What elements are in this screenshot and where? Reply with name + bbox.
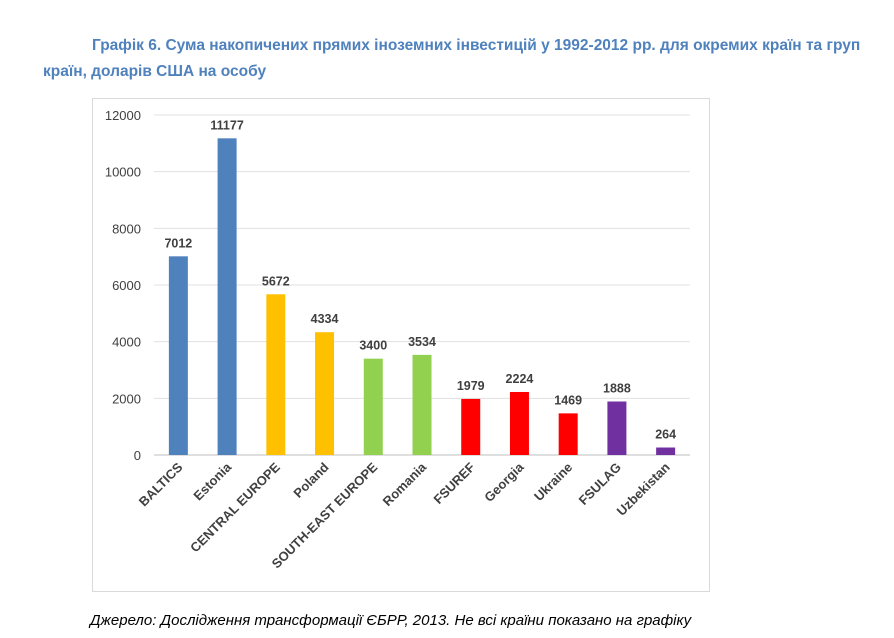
bar (363, 358, 383, 455)
data-label: 2224 (506, 372, 534, 386)
data-label: 3400 (359, 339, 387, 353)
category-label: Estonia (190, 459, 234, 503)
y-tick-label: 2000 (112, 391, 141, 406)
category-label: FSUREF (430, 459, 477, 506)
category-label: Georgia (481, 459, 527, 505)
bar (412, 354, 432, 455)
y-tick-label: 12000 (105, 108, 141, 123)
bar (607, 401, 627, 455)
category-label: CENTRAL EUROPE (187, 459, 283, 555)
data-label: 5672 (262, 274, 290, 288)
bar (558, 413, 578, 455)
data-label: 3534 (408, 335, 436, 349)
category-label: BALTICS (136, 459, 186, 509)
chart-area (92, 98, 710, 592)
data-label: 264 (655, 428, 676, 442)
bar (168, 256, 188, 455)
y-tick-label: 0 (134, 448, 141, 463)
data-label: 1979 (457, 379, 485, 393)
category-label: Ukraine (531, 460, 575, 504)
category-label: Romania (380, 459, 430, 509)
y-tick-label: 8000 (112, 221, 141, 236)
data-label: 1469 (554, 393, 582, 407)
y-tick-label: 10000 (105, 165, 141, 180)
caption-line-1: Графік 6. Сума накопичених прямих інозем… (92, 37, 861, 54)
bar (509, 391, 529, 455)
category-label: FSULAG (576, 460, 624, 508)
data-label: 1888 (603, 382, 631, 396)
data-label: 7012 (164, 236, 192, 250)
bar (461, 398, 481, 455)
y-tick-label: 6000 (112, 278, 141, 293)
bar (315, 332, 335, 455)
source-note: Джерело: Дослідження трансформації ЄБРР,… (90, 612, 692, 629)
data-label: 11177 (210, 118, 243, 132)
bar (266, 294, 286, 455)
bar (217, 138, 237, 455)
y-tick-label: 4000 (112, 335, 141, 350)
category-label: Uzbekistan (614, 459, 673, 518)
bar (656, 447, 676, 455)
chart-caption: Графік 6. Сума накопичених прямих інозем… (0, 0, 894, 90)
category-label: Poland (290, 459, 331, 500)
data-label: 4334 (311, 312, 339, 326)
caption-line-2: країн, доларів США на особу (43, 63, 267, 80)
